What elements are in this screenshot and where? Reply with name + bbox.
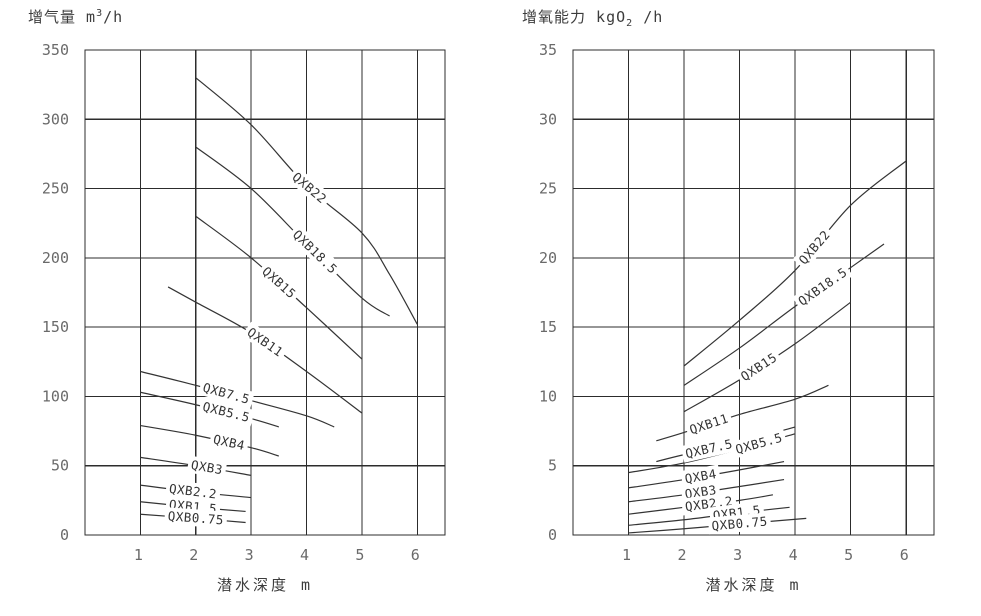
right-title-unit: kgO bbox=[596, 8, 627, 26]
right-title-suffix: /h bbox=[633, 8, 664, 26]
y-tick-label-35: 35 bbox=[539, 41, 557, 59]
curve-QXB22 bbox=[683, 160, 907, 367]
curve-QXB4 bbox=[140, 424, 280, 457]
x-tick-label-5: 5 bbox=[355, 546, 364, 564]
curve-label-group-QXB22: QXB22 bbox=[792, 224, 836, 271]
x-tick-label-2: 2 bbox=[678, 546, 687, 564]
curve-label-bg-QXB4 bbox=[208, 429, 250, 455]
y-tick-label-100: 100 bbox=[42, 387, 69, 405]
curve-label-bg-QXB11 bbox=[684, 408, 734, 440]
curve-label-bg-QXB3 bbox=[186, 455, 228, 479]
curve-label-QXB11: QXB11 bbox=[688, 411, 731, 438]
curve-label-bg-QXB18.5 bbox=[792, 261, 854, 312]
left-title-main: 增气量 bbox=[28, 8, 77, 26]
y-tick-label-250: 250 bbox=[42, 180, 69, 198]
x-tick-label-5: 5 bbox=[844, 546, 853, 564]
curve-label-bg-QXB5.5 bbox=[730, 427, 788, 459]
right-title-main: 增氧能力 bbox=[522, 8, 587, 26]
x-tick-label-4: 4 bbox=[300, 546, 309, 564]
curve-label-QXB4: QXB4 bbox=[684, 466, 718, 486]
x-tick-label-4: 4 bbox=[789, 546, 798, 564]
curve-label-QXB0.75: QXB0.75 bbox=[711, 513, 768, 533]
y-tick-label-25: 25 bbox=[539, 180, 557, 198]
right-title-sub: 2 bbox=[626, 18, 634, 29]
curve-label-group-QXB0.75: QXB0.75 bbox=[164, 507, 228, 529]
curve-label-group-QXB3: QXB3 bbox=[186, 455, 228, 479]
y-tick-label-10: 10 bbox=[539, 387, 557, 405]
y-tick-label-200: 200 bbox=[42, 249, 69, 267]
x-tick-label-6: 6 bbox=[900, 546, 909, 564]
curve-label-bg-QXB5.5 bbox=[198, 397, 255, 427]
plot-frame bbox=[572, 49, 935, 536]
curve-label-bg-QXB15 bbox=[734, 347, 783, 387]
y-tick-label-350: 350 bbox=[42, 41, 69, 59]
curve-label-group-QXB11: QXB11 bbox=[241, 321, 290, 363]
x-tick-label-2: 2 bbox=[189, 546, 198, 564]
curve-label-bg-QXB7.5 bbox=[198, 377, 255, 409]
curve-label-bg-QXB0.75 bbox=[164, 507, 228, 529]
left-x-axis-label: 潜水深度 m bbox=[216, 576, 314, 594]
curve-label-QXB0.75: QXB0.75 bbox=[167, 508, 224, 527]
curve-label-group-QXB0.75: QXB0.75 bbox=[707, 512, 772, 535]
y-tick-label-300: 300 bbox=[42, 110, 69, 128]
curve-label-bg-QXB22 bbox=[286, 166, 333, 210]
y-tick-label-5: 5 bbox=[548, 457, 557, 475]
right-x-axis-label: 潜水深度 m bbox=[705, 576, 802, 594]
y-tick-label-15: 15 bbox=[539, 318, 557, 336]
left-title-sup: 3 bbox=[96, 8, 104, 19]
left-title-suffix: /h bbox=[103, 8, 124, 26]
curve-label-QXB2.2: QXB2.2 bbox=[168, 481, 218, 502]
curve-label-group-QXB7.5: QXB7.5 bbox=[680, 434, 738, 463]
curve-label-QXB4: QXB4 bbox=[212, 431, 247, 453]
curve-label-bg-QXB0.75 bbox=[707, 512, 772, 535]
curve-QXB11 bbox=[656, 384, 829, 442]
curve-label-group-QXB18.5: QXB18.5 bbox=[287, 223, 344, 280]
y-tick-label-0: 0 bbox=[60, 526, 69, 544]
x-tick-label-3: 3 bbox=[245, 546, 254, 564]
curve-label-bg-QXB11 bbox=[241, 321, 290, 363]
curve-label-group-QXB18.5: QXB18.5 bbox=[792, 261, 854, 312]
curve-label-QXB18.5: QXB18.5 bbox=[290, 227, 341, 277]
x-tick-label-1: 1 bbox=[622, 546, 631, 564]
y-tick-label-150: 150 bbox=[42, 318, 69, 336]
y-tick-label-50: 50 bbox=[51, 457, 69, 475]
curve-label-group-QXB11: QXB11 bbox=[684, 408, 734, 440]
right-chart: 1 2 3 4 5 605101520253035QXB22QXB18.5QXB15QXB… bbox=[539, 41, 935, 564]
plot-frame bbox=[84, 49, 446, 536]
curve-label-QXB22: QXB22 bbox=[289, 169, 329, 206]
curve-label-bg-QXB22 bbox=[792, 224, 836, 271]
curve-label-group-QXB22: QXB22 bbox=[286, 166, 333, 210]
x-tick-label-6: 6 bbox=[411, 546, 420, 564]
curve-label-group-QXB4: QXB4 bbox=[208, 429, 250, 455]
curve-label-group-QXB15: QXB15 bbox=[256, 260, 303, 305]
x-tick-label-3: 3 bbox=[733, 546, 742, 564]
left-chart: 1 2 3 4 5 6050100150200250300350QXB22QXB18.5Q… bbox=[42, 41, 446, 564]
curve-label-QXB15: QXB15 bbox=[259, 263, 299, 301]
y-tick-label-20: 20 bbox=[539, 249, 557, 267]
right-chart-title: 增氧能力 kgO2 /h bbox=[522, 6, 663, 29]
curve-label-group-QXB15: QXB15 bbox=[734, 347, 783, 387]
y-tick-label-30: 30 bbox=[539, 110, 557, 128]
curve-label-bg-QXB15 bbox=[256, 260, 303, 305]
curve-label-QXB22: QXB22 bbox=[795, 227, 832, 267]
curve-label-bg-QXB18.5 bbox=[287, 223, 344, 280]
curve-label-QXB5.5: QXB5.5 bbox=[734, 430, 784, 457]
curve-label-QXB3: QXB3 bbox=[190, 457, 224, 477]
left-chart-title: 增气量 m3/h bbox=[28, 6, 123, 27]
curve-label-bg-QXB7.5 bbox=[680, 434, 738, 463]
x-tick-label-1: 1 bbox=[134, 546, 143, 564]
curve-QXB18.5 bbox=[683, 243, 885, 386]
curve-label-QXB18.5: QXB18.5 bbox=[795, 264, 850, 308]
left-title-unit: m bbox=[86, 8, 97, 26]
y-tick-label-0: 0 bbox=[548, 526, 557, 544]
